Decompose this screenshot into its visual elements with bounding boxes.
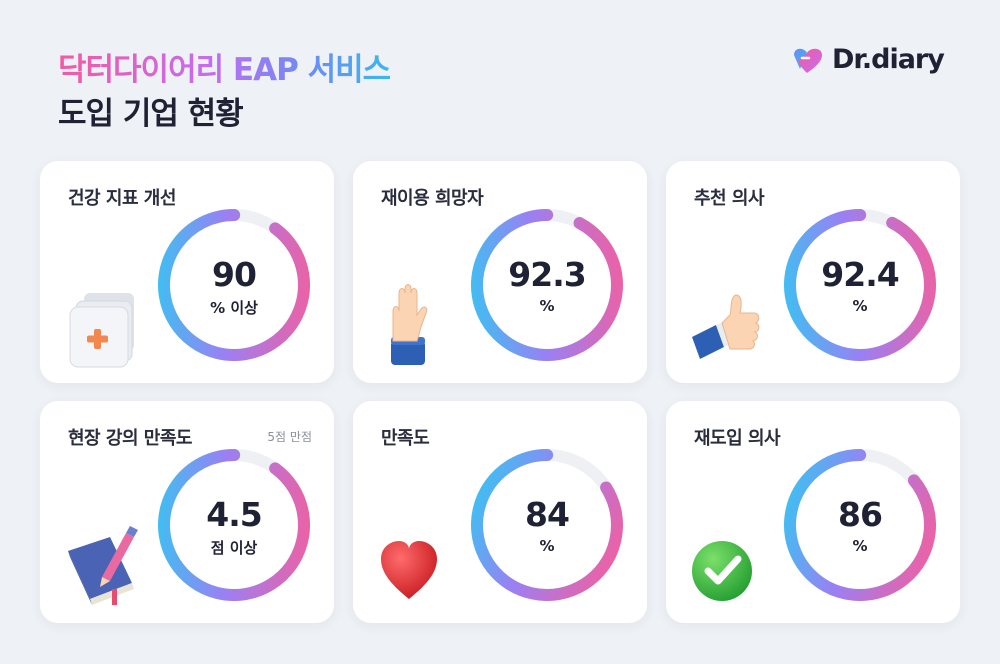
progress-ring: [784, 449, 936, 601]
stat-unit: % 이상: [210, 299, 258, 317]
stat-card-recommend: 추천 의사 92.4 %: [666, 161, 960, 383]
progress-ring-svg: [784, 209, 936, 361]
stat-value: 4.5: [206, 495, 262, 534]
card-note: 5점 만점: [267, 430, 312, 444]
stat-unit: 점 이상: [210, 539, 258, 557]
logo: Dr.diary: [790, 44, 945, 75]
check-icon: [688, 511, 778, 611]
progress-ring-svg: [471, 449, 623, 601]
ring-progress-arc: [158, 209, 310, 361]
heart-icon: [375, 511, 465, 611]
stat-card-reintroduce: 재도입 의사 86 %: [666, 401, 960, 623]
card-label: 만족도: [381, 428, 430, 449]
thumbs-up-icon: [688, 271, 778, 371]
stat-value: 86: [838, 495, 883, 534]
card-label: 현장 강의 만족도: [68, 428, 192, 449]
stat-card-health: 건강 지표 개선 90 % 이상: [40, 161, 334, 383]
progress-ring: [158, 209, 310, 361]
stat-value: 92.4: [821, 255, 899, 294]
page-title-line1: 닥터다이어리 EAP 서비스: [58, 44, 391, 89]
stat-value: 92.3: [508, 255, 586, 294]
progress-ring-svg: [158, 209, 310, 361]
stat-unit: %: [852, 537, 868, 555]
card-label: 재이용 희망자: [381, 188, 484, 209]
progress-ring: [471, 449, 623, 601]
progress-ring-svg: [471, 209, 623, 361]
stat-unit: %: [539, 297, 555, 315]
card-label: 건강 지표 개선: [68, 188, 176, 209]
stat-unit: %: [852, 297, 868, 315]
page-title-line2: 도입 기업 현황: [58, 96, 244, 132]
card-label: 추천 의사: [694, 188, 765, 209]
progress-ring: [784, 209, 936, 361]
ring-progress-arc: [784, 209, 936, 361]
card-label: 재도입 의사: [694, 428, 781, 449]
logo-text: Dr.diary: [832, 44, 945, 75]
stat-card-satisfaction: 만족도 84 %: [353, 401, 647, 623]
stat-unit: %: [539, 537, 555, 555]
progress-ring: [471, 209, 623, 361]
book-pencil-icon: [62, 511, 152, 611]
progress-ring-svg: [784, 449, 936, 601]
ring-progress-arc: [784, 449, 936, 601]
heart-logo-icon: [794, 48, 822, 73]
stat-card-lecture: 현장 강의 만족도 5점 만점 4.5 점 이상: [40, 401, 334, 623]
progress-ring: [158, 449, 310, 601]
ring-progress-arc: [471, 209, 623, 361]
raised-hand-icon: [375, 271, 465, 371]
progress-ring-svg: [158, 449, 310, 601]
ring-progress-arc: [158, 449, 310, 601]
stat-card-reuse: 재이용 희망자 92.3 %: [353, 161, 647, 383]
stat-value: 84: [525, 495, 570, 534]
stat-value: 90: [212, 255, 257, 294]
ring-progress-arc: [471, 449, 623, 601]
medical-folder-icon: [62, 271, 152, 371]
